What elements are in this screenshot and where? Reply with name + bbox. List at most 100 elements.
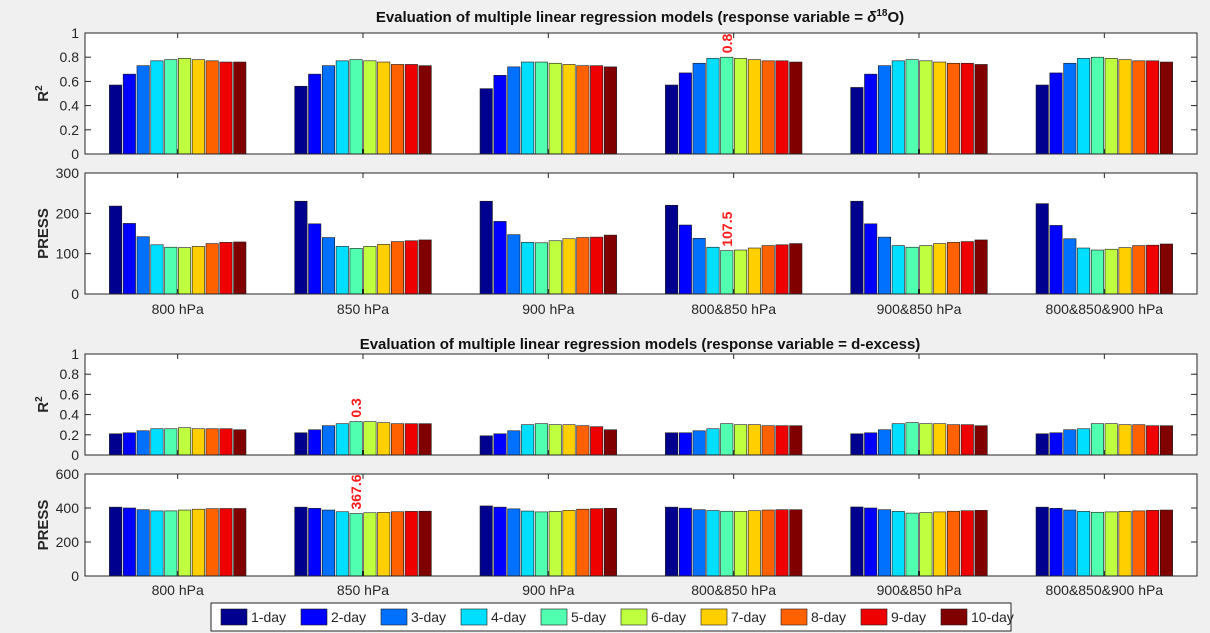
bar-d18O_R2-g3-s4: [720, 56, 734, 155]
bar-d18O_PRESS-g2-s2: [507, 234, 521, 295]
bar-dexcess_PRESS-g5-s4: [1090, 511, 1104, 577]
bar-dexcess_PRESS-g0-s4: [164, 510, 178, 577]
bar-dexcess_R2-g1-s7: [390, 423, 404, 456]
bar-dexcess_PRESS-g4-s0: [850, 506, 864, 577]
bar-d18O_PRESS-g4-s8: [960, 241, 974, 295]
bar-dexcess_R2-g2-s9: [603, 429, 617, 456]
bar-dexcess_PRESS-g0-s1: [122, 507, 136, 577]
y-tick-label: 0: [71, 568, 79, 584]
bar-d18O_PRESS-g2-s3: [521, 242, 535, 295]
category-labels: 800 hPa 850 hPa 900 hPa 800&850 hPa 900&850 …: [152, 301, 1164, 598]
bar-d18O_PRESS-g2-s4: [534, 242, 548, 295]
bar-dexcess_PRESS-g5-s3: [1077, 511, 1091, 577]
bar-dexcess_R2-g5-s8: [1146, 425, 1160, 456]
bar-d18O_R2-g2-s4: [534, 61, 548, 155]
bar-d18O_PRESS-g0-s2: [136, 236, 150, 295]
bar-d18O_R2-g3-s0: [665, 84, 679, 155]
bar-dexcess_R2-g3-s4: [720, 423, 734, 456]
y-tick-label: 0: [71, 286, 79, 302]
bar-dexcess_R2-g3-s7: [761, 425, 775, 456]
bar-d18O_PRESS-g3-s1: [678, 224, 692, 295]
bar-d18O_R2-g5-s7: [1132, 60, 1146, 155]
bar-d18O_R2-g4-s0: [850, 87, 864, 155]
bar-dexcess_PRESS-g0-s3: [150, 510, 164, 577]
bar-dexcess_R2-g2-s0: [479, 435, 493, 456]
bar-d18O_PRESS-g5-s9: [1159, 243, 1173, 295]
bar-d18O_R2-g4-s7: [946, 62, 960, 155]
bar-dexcess_R2-g0-s6: [191, 428, 205, 456]
bar-dexcess_R2-g4-s7: [946, 424, 960, 456]
bar-dexcess_R2-g2-s4: [534, 423, 548, 456]
bar-d18O_R2-g2-s1: [493, 75, 507, 155]
bar-dexcess_R2-g1-s1: [308, 429, 322, 456]
bar-d18O_PRESS-g1-s6: [377, 244, 391, 295]
bar-d18O_R2-g1-s7: [390, 64, 404, 155]
bar-dexcess_R2-g5-s4: [1090, 423, 1104, 456]
bar-d18O_PRESS-g5-s4: [1090, 249, 1104, 295]
bar-d18O_R2-g5-s1: [1049, 72, 1063, 155]
legend-label-6: 7-day: [731, 609, 766, 625]
bar-d18O_PRESS-g0-s5: [178, 247, 192, 295]
y-axis-label: R2: [34, 85, 52, 102]
bar-d18O_R2-g4-s6: [933, 61, 947, 155]
bar-dexcess_PRESS-g4-s2: [877, 509, 891, 577]
bar-dexcess_PRESS-g5-s6: [1118, 511, 1132, 577]
bar-dexcess_PRESS-g4-s1: [864, 507, 878, 577]
axes-box: [84, 353, 1198, 456]
bar-d18O_R2-g3-s6: [747, 59, 761, 155]
bar-d18O_PRESS-g0-s9: [233, 241, 247, 295]
bar-dexcess_R2-g3-s0: [665, 432, 679, 456]
bar-dexcess_PRESS-g3-s0: [665, 506, 679, 577]
bar-dexcess_R2-g0-s3: [150, 428, 164, 456]
bar-dexcess_R2-g3-s3: [706, 428, 720, 456]
bar-d18O_PRESS-g1-s3: [335, 246, 349, 295]
bar-dexcess_R2-g5-s5: [1104, 423, 1118, 456]
bar-dexcess_PRESS-g1-s7: [390, 511, 404, 577]
bar-dexcess_PRESS-g1-s8: [404, 511, 418, 577]
category-label: 800&850 hPa: [691, 301, 776, 317]
legend: 1-day 2-day 3-day 4-day 5-day 6-day 7-day 8-day…: [210, 602, 1014, 632]
y-tick-label: 0.4: [60, 407, 80, 423]
bar-dexcess_R2-g0-s5: [178, 427, 192, 456]
bar-d18O_R2-g3-s5: [734, 58, 748, 155]
bar-dexcess_R2-g3-s2: [692, 430, 706, 456]
bar-dexcess_PRESS-g0-s2: [136, 509, 150, 577]
bar-d18O_R2-g2-s5: [548, 62, 562, 155]
bar-dexcess_PRESS-g1-s9: [418, 510, 432, 577]
bar-d18O_PRESS-g0-s4: [164, 246, 178, 295]
bar-d18O_PRESS-g2-s7: [576, 237, 590, 295]
bar-d18O_R2-g2-s2: [507, 66, 521, 155]
bar-d18O_R2-g0-s8: [219, 61, 233, 155]
bar-d18O_PRESS-g3-s0: [665, 204, 679, 295]
y-tick-label: 200: [56, 534, 80, 550]
bar-dexcess_PRESS-g3-s3: [706, 510, 720, 577]
bar-dexcess_R2-g5-s3: [1077, 428, 1091, 456]
bar-d18O_PRESS-g1-s8: [404, 240, 418, 295]
bar-d18O_R2-g1-s0: [294, 85, 308, 155]
bar-d18O_R2-g4-s9: [974, 64, 988, 155]
bar-dexcess_PRESS-g2-s9: [603, 508, 617, 577]
legend-label-7: 8-day: [811, 609, 846, 625]
bar-dexcess_R2-g1-s8: [404, 423, 418, 456]
annotation-dexcess_PRESS: 367.6: [348, 474, 364, 509]
bar-dexcess_R2-g3-s8: [775, 425, 789, 456]
bar-dexcess_PRESS-g4-s9: [974, 510, 988, 577]
y-tick-label: 300: [56, 165, 80, 181]
bar-dexcess_PRESS-g1-s2: [321, 509, 335, 577]
bar-d18O_R2-g5-s9: [1159, 61, 1173, 155]
bar-d18O_PRESS-g2-s9: [603, 234, 617, 295]
bar-dexcess_PRESS-g5-s7: [1132, 510, 1146, 577]
bar-dexcess_R2-g1-s5: [363, 421, 377, 456]
annotation-d18O_R2: 0.8: [719, 34, 735, 54]
y-axis-label: PRESS: [35, 500, 52, 551]
bar-dexcess_R2-g4-s4: [905, 422, 919, 456]
bar-d18O_PRESS-g4-s5: [919, 245, 933, 295]
bar-dexcess_PRESS-g2-s2: [507, 508, 521, 577]
bar-dexcess_PRESS-g1-s1: [308, 508, 322, 577]
bar-dexcess_R2-g0-s0: [109, 433, 123, 456]
bar-d18O_PRESS-g0-s1: [122, 223, 136, 295]
plot-area: [85, 354, 1197, 455]
bar-d18O_PRESS-g1-s5: [363, 246, 377, 295]
bar-d18O_R2-g0-s1: [122, 73, 136, 155]
